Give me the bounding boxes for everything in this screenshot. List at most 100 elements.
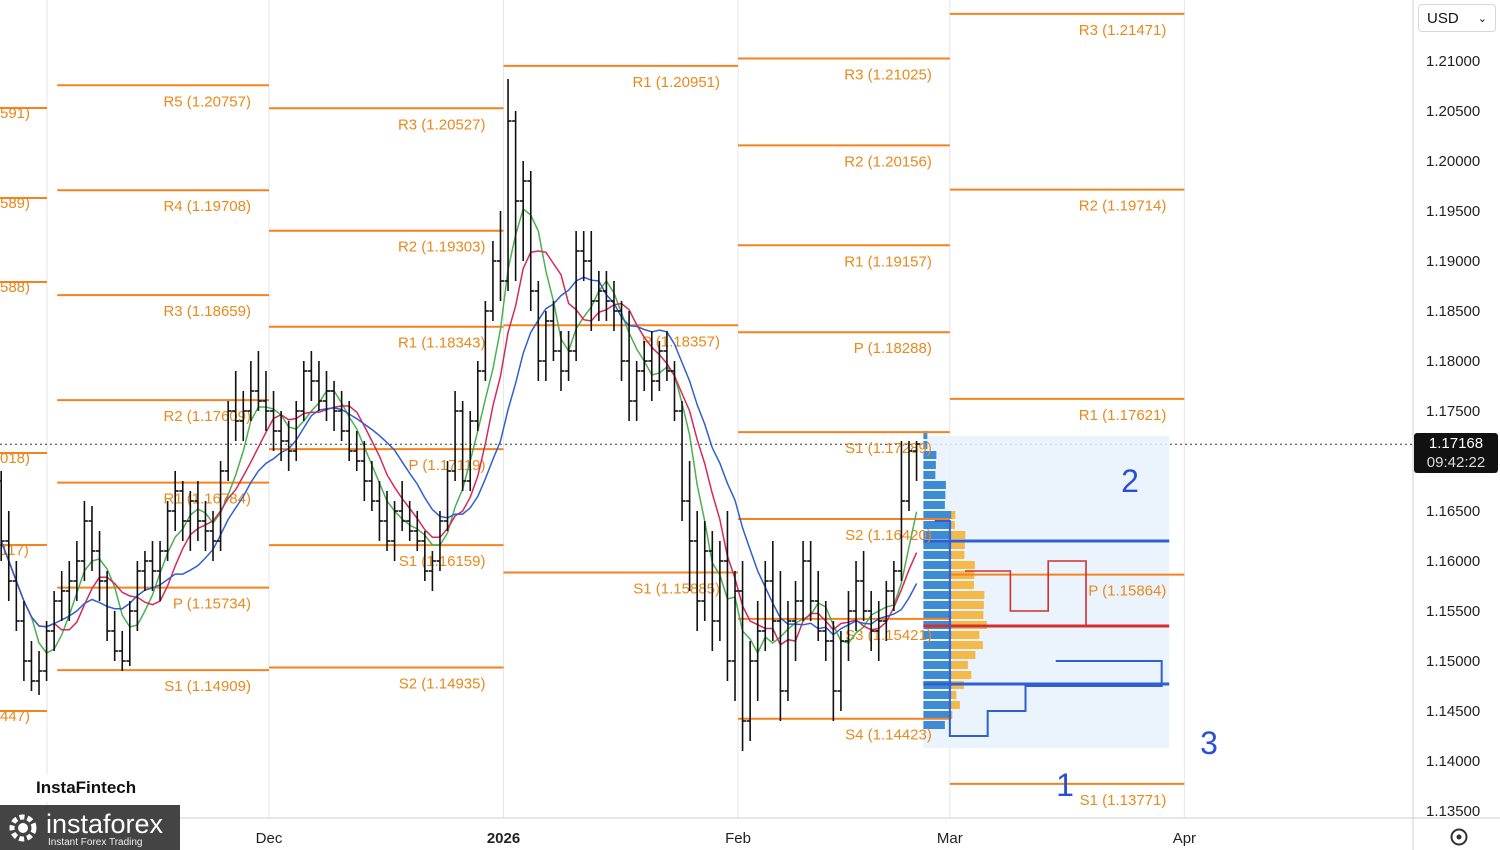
pivot-label-s1: S1 (1.13771)	[1080, 792, 1167, 809]
price-tick-label: 1.21000	[1426, 53, 1480, 70]
profile-bar-buy	[923, 661, 952, 669]
ohlc-bar	[217, 461, 225, 551]
profile-bar-buy	[923, 461, 936, 469]
price-tick-label: 1.17500	[1426, 403, 1480, 420]
ohlc-bar	[792, 581, 800, 661]
ohlc-bars	[0, 79, 921, 751]
pivot-label: 589)	[0, 195, 30, 212]
pivot-label-r4: R4 (1.19708)	[163, 198, 251, 215]
pivot-label-r1: R1 (1.18343)	[398, 335, 486, 352]
ohlc-bar	[814, 571, 822, 641]
ohlc-bar	[625, 311, 633, 421]
ohlc-bar	[360, 441, 368, 501]
profile-bar-sell	[951, 541, 965, 549]
ohlc-bar	[648, 331, 656, 401]
ohlc-bar	[739, 561, 747, 751]
ohlc-bar	[466, 411, 474, 491]
profile-bar-buy	[923, 511, 952, 519]
pivot-label-r5: R5 (1.20757)	[163, 93, 251, 110]
ohlc-bar	[799, 541, 807, 621]
ohlc-bar	[254, 351, 262, 411]
pivot-label: 588)	[0, 279, 30, 296]
price-axis[interactable]: 1.21000 1.20500 1.20000 1.19500 1.19000 1.185…	[1426, 53, 1480, 820]
pivot-label-s1: S1 (1.16159)	[399, 553, 486, 570]
pivot-label-s4: S4 (1.14423)	[845, 727, 932, 744]
ohlc-bar	[610, 281, 618, 331]
ohlc-bar	[285, 421, 293, 471]
ohlc-bar	[307, 351, 315, 401]
wave-label-2: 2	[1121, 463, 1139, 499]
ohlc-bar	[315, 361, 323, 411]
ohlc-bar	[534, 281, 542, 381]
ohlc-bar	[0, 471, 5, 561]
ohlc-bar	[179, 481, 187, 541]
price-tick-label: 1.16500	[1426, 503, 1480, 520]
ohlc-bar	[96, 531, 104, 601]
ohlc-bar	[133, 561, 141, 631]
pivot-label: 117)	[0, 542, 29, 559]
ohlc-bar	[141, 551, 149, 591]
profile-bar-sell	[951, 581, 974, 589]
pivot-label-p: P (1.15734)	[173, 596, 251, 613]
profile-bar-buy	[923, 471, 936, 479]
ohlc-bar	[897, 441, 905, 581]
ohlc-bar	[655, 341, 663, 391]
profile-bar-buy	[923, 641, 952, 649]
ohlc-bar	[459, 401, 467, 491]
profile-bar-sell	[951, 551, 965, 559]
currency-select[interactable]: USD ⌄	[1418, 4, 1496, 32]
settings-icon[interactable]	[1448, 826, 1470, 848]
pivot-label-r3: R3 (1.21471)	[1079, 22, 1167, 39]
range-box-outline	[934, 520, 1163, 737]
profile-bar-sell	[951, 711, 953, 719]
pivot-label-r3: R3 (1.20527)	[398, 116, 486, 133]
ohlc-bar	[905, 441, 913, 511]
pivot-label-p: P (1.18288)	[854, 340, 932, 357]
price-tick-label: 1.19000	[1426, 253, 1480, 270]
ohlc-bar	[557, 331, 565, 391]
ohlc-bar	[519, 161, 527, 261]
time-axis[interactable]: Dec 2026 Feb Mar Apr	[256, 830, 1196, 847]
pivot-label-p: P (1.15864)	[1088, 583, 1166, 600]
ohlc-bar	[686, 461, 694, 591]
ohlc-bar	[565, 331, 573, 381]
ohlc-bar	[65, 561, 73, 621]
ohlc-bar	[754, 601, 762, 701]
ohlc-bar	[837, 631, 845, 711]
ohlc-bar	[693, 511, 701, 631]
price-tick-label: 1.16000	[1426, 553, 1480, 570]
profile-bar-sell	[951, 671, 972, 679]
pivot-label: 018)	[0, 450, 30, 467]
ohlc-bar	[701, 521, 709, 621]
ohlc-bar	[549, 301, 557, 361]
ohlc-bar	[723, 511, 731, 681]
ohlc-bar	[882, 581, 890, 641]
current-price: 1.17168	[1428, 435, 1484, 452]
ohlc-bar	[224, 401, 232, 481]
annotations: 1 2 3	[1056, 463, 1218, 803]
ohlc-bar	[375, 481, 383, 541]
profile-bar-buy	[923, 551, 952, 559]
ohlc-bar	[852, 561, 860, 631]
range-box-inner	[964, 560, 1147, 627]
price-tick-label: 1.14000	[1426, 753, 1480, 770]
pivot-label: 447)	[0, 708, 30, 725]
pivot-label-r1: R1 (1.17621)	[1079, 407, 1167, 424]
range-boxes	[934, 520, 1163, 737]
date-tick-label: Apr	[1173, 830, 1196, 847]
ohlc-bar	[776, 571, 784, 721]
ohlc-bar	[35, 651, 43, 695]
ohlc-bar	[12, 561, 20, 631]
pivot-label-s3: S3 (1.15421)	[845, 627, 932, 644]
ohlc-bar	[43, 621, 51, 681]
ohlc-bar	[398, 481, 406, 531]
profile-bar-buy	[923, 561, 952, 569]
profile-bar-sell	[951, 531, 966, 539]
ohlc-bar	[512, 111, 520, 281]
price-tick-label: 1.20500	[1426, 103, 1480, 120]
ohlc-bar	[156, 541, 164, 601]
profile-bar-sell	[951, 631, 980, 639]
pivot-label-r2: R2 (1.19714)	[1079, 198, 1167, 215]
